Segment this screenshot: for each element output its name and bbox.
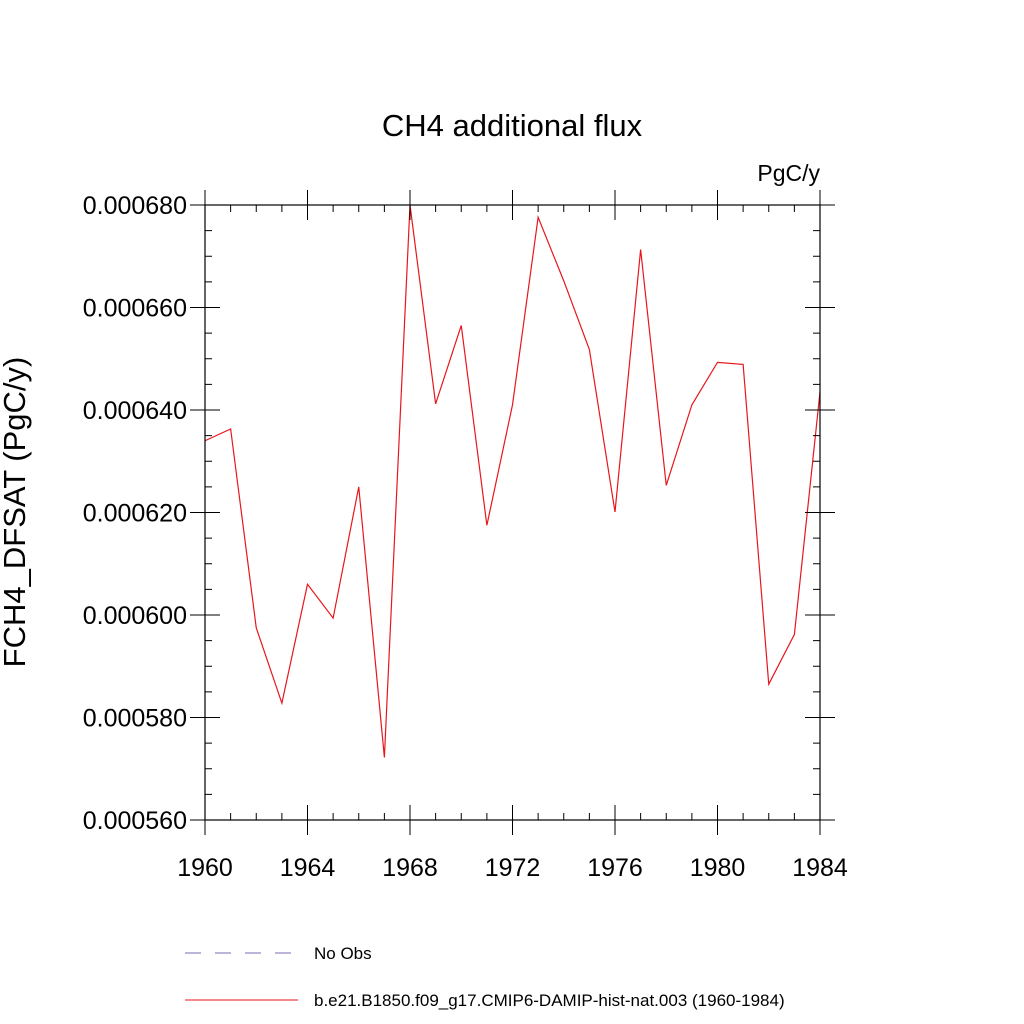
y-tick-label: 0.000620 xyxy=(83,500,187,528)
y-tick-label: 0.000640 xyxy=(83,397,187,425)
x-tick-label: 1964 xyxy=(280,854,336,882)
x-tick-label: 1984 xyxy=(792,854,848,882)
series-line-1 xyxy=(204,204,821,758)
series-layer xyxy=(204,204,821,758)
axis-layer: 1960 1964 1968 1972 1976 1980 1984 0.000560 0.00… xyxy=(83,190,848,882)
x-tick-label: 1960 xyxy=(177,854,233,882)
y-tick-label: 0.000680 xyxy=(83,192,187,220)
x-tick-label: 1972 xyxy=(485,854,541,882)
x-tick-label: 1976 xyxy=(587,854,643,882)
legend-label-1: b.e21.B1850.f09_g17.CMIP6-DAMIP-hist-nat… xyxy=(314,991,785,1010)
y-tick-label: 0.000660 xyxy=(83,295,187,323)
y-axis-label: FCH4_DFSAT (PgC/y) xyxy=(0,357,32,668)
legend: No Obs b.e21.B1850.f09_g17.CMIP6-DAMIP-hi… xyxy=(185,944,785,1010)
y-tick-label: 0.000560 xyxy=(83,807,187,835)
chart-title: CH4 additional flux xyxy=(382,108,643,143)
y-tick-label: 0.000600 xyxy=(83,602,187,630)
units-label: PgC/y xyxy=(757,160,820,186)
x-tick-label: 1980 xyxy=(690,854,746,882)
plot-frame xyxy=(204,204,821,821)
legend-label-0: No Obs xyxy=(314,944,372,963)
y-tick-label: 0.000580 xyxy=(83,705,187,733)
x-tick-label: 1968 xyxy=(382,854,438,882)
